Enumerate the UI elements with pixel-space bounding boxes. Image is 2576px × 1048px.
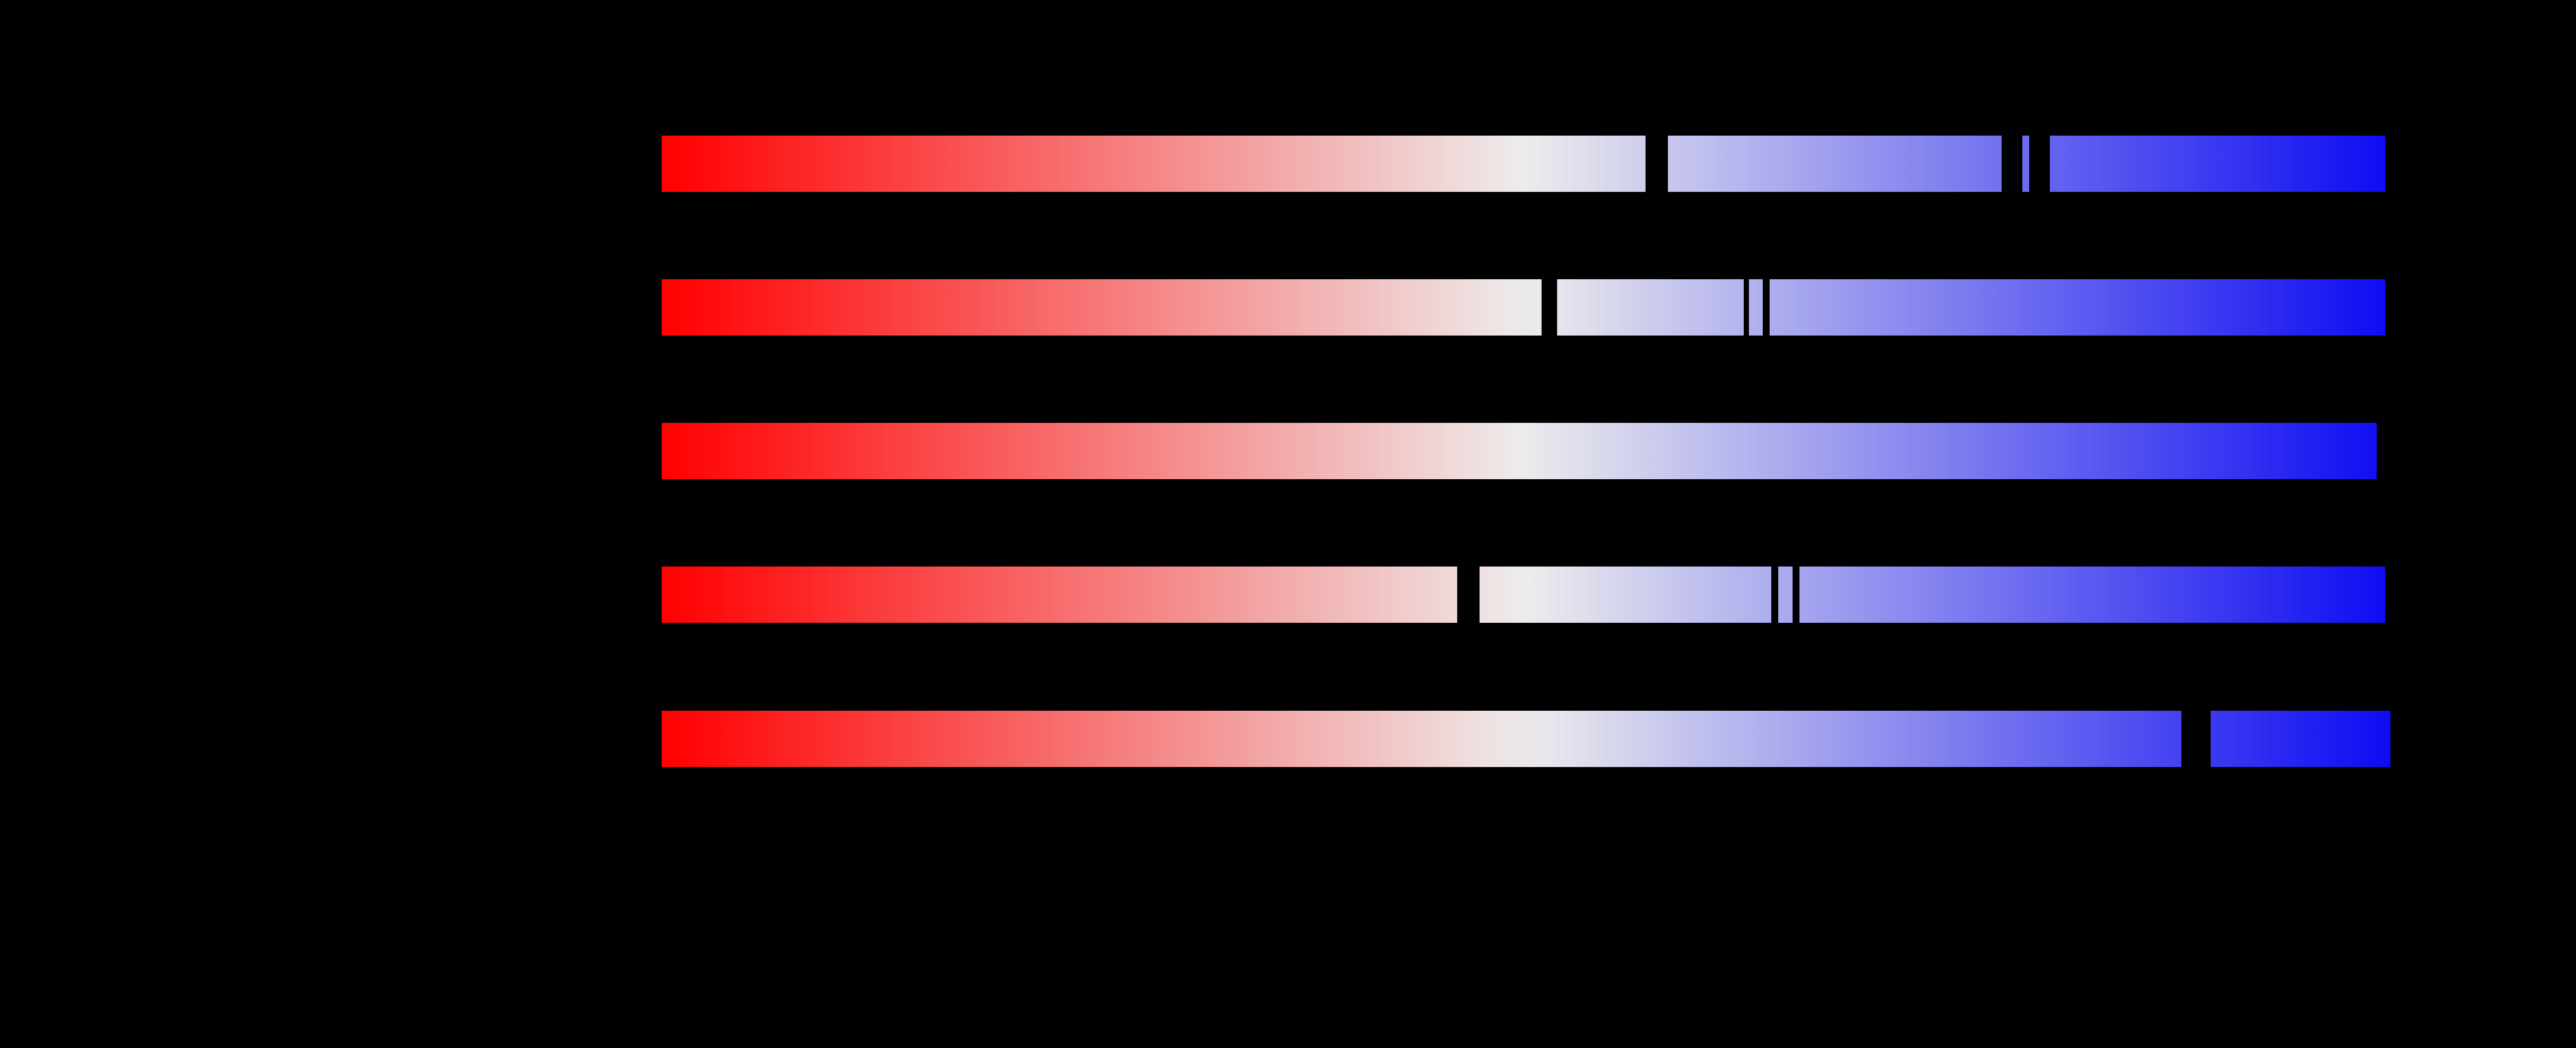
colorbar-segment: [662, 711, 2181, 767]
colorbar-segment: [1799, 567, 2385, 623]
colorbar-row: [662, 567, 2390, 623]
colorbar-segment: [1770, 279, 2385, 336]
colorbar-segment: [662, 423, 2377, 479]
colorbar-row: [662, 711, 2390, 767]
colorbar-segment: [1667, 136, 2002, 192]
colorbar-segment: [1479, 567, 1772, 623]
colorbar-row: [662, 423, 2390, 479]
colorbar-row: [662, 279, 2390, 336]
colorbar-row: [662, 136, 2390, 192]
colorbar-segment: [662, 279, 1542, 336]
colorbar-segment: [662, 136, 1646, 192]
colorbar-segment: [662, 567, 1457, 623]
colorbar-segment: [2210, 711, 2390, 767]
colorbar-segment: [1749, 279, 1763, 336]
colorbar-segment: [1778, 567, 1793, 623]
colorbar-segment: [2050, 136, 2385, 192]
colorbar-segment: [2022, 136, 2029, 192]
colorbar-segment: [1557, 279, 1744, 336]
